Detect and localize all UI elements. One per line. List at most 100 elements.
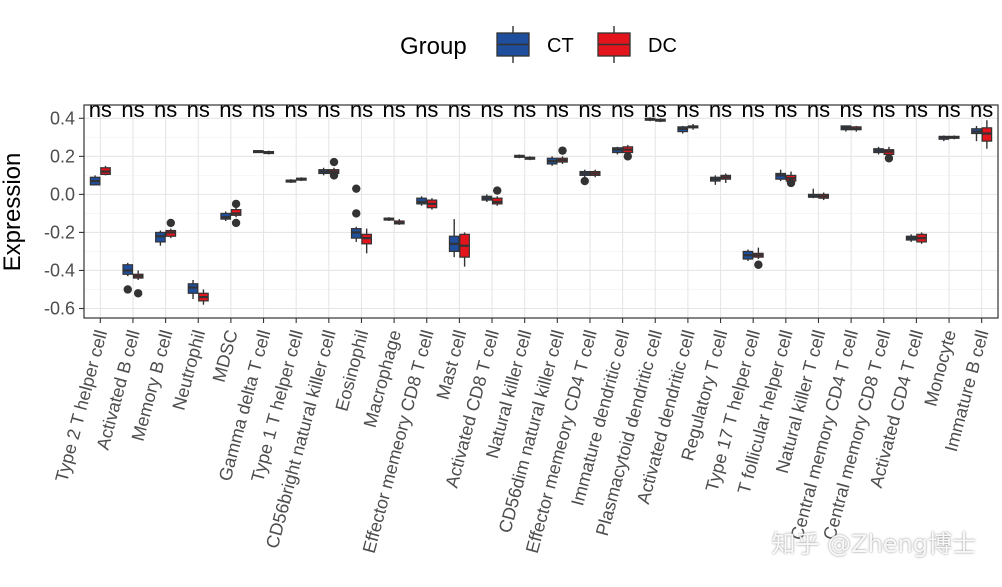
box-dc-22 [818,192,830,201]
grid [84,105,998,318]
outlier-point [884,154,894,163]
outlier-point [166,218,176,228]
outlier-point [352,184,361,193]
box-dc-18 [687,124,699,130]
box-ct-18 [677,125,689,134]
outlier-point [580,176,589,186]
y-tick-label: 0.2 [50,146,75,166]
box-ct-24 [873,146,884,155]
box-dc-13 [524,156,536,161]
significance-label: ns [644,97,667,122]
x-tick-label: Effector memeory CD8 T cell [359,328,438,555]
box-ct-6 [285,179,297,183]
legend-label: CT [547,35,574,57]
box-ct-22 [807,188,819,199]
outlier-point [558,146,567,155]
outlier-point [231,199,241,209]
significance-label: ns [872,97,895,122]
x-tick-label: Mast cell [433,328,471,402]
box-ct-17 [644,117,656,122]
significance-label: ns [350,97,373,122]
box-ct-7 [318,167,329,176]
box-ct-0 [89,175,101,186]
significance-label: ns [187,97,210,122]
box-dc-24 [883,146,895,163]
significance-label: ns [578,97,601,122]
box-dc-12 [491,186,503,206]
significance-label: ns [937,97,960,122]
box-dc-23 [850,125,862,132]
box-ct-3 [187,279,199,299]
significance-label: ns [513,97,536,122]
box-dc-1 [132,270,144,298]
box-ct-19 [709,175,721,185]
box-dc-11 [459,232,470,267]
legend-entry-ct: CT [496,26,574,63]
box-dc-16 [622,144,634,161]
legend-title: Group [400,33,467,60]
y-axis-title: Expression [0,153,26,272]
significance-label: ns [448,97,471,122]
panel-border [83,104,999,319]
significance-label: ns [546,97,569,122]
box-dc-20 [753,247,764,269]
x-tick-label: Type 2 T helper cell [51,328,111,484]
box-dc-9 [393,219,405,225]
significance-label: ns [676,97,699,122]
significance-label: ns [317,97,340,122]
significance-label: ns [415,97,438,122]
box-ct-2 [155,230,166,246]
box-dc-21 [785,171,797,188]
box-ct-8 [350,184,362,242]
box-ct-10 [416,196,427,206]
outlier-point [623,152,633,161]
box-dc-14 [557,146,568,164]
significance-label: ns [807,97,830,122]
significance-label: ns [970,97,993,122]
y-tick-label: 0.4 [50,108,75,128]
box-dc-10 [426,198,438,210]
box-dc-25 [916,232,927,244]
y-tick-label: -0.2 [44,222,75,242]
outlier-point [133,289,143,298]
legend-entry-dc: DC [597,26,677,63]
box-dc-15 [589,169,601,178]
box-ct-26 [938,135,950,142]
outlier-point [352,209,361,218]
outlier-point [123,285,132,294]
significance-label: ns [480,97,503,122]
significance-label: ns [774,97,797,122]
significance-label: ns [219,97,242,122]
box-ct-25 [905,234,917,242]
significance-labels: ns ns ns ns ns ns ns ns ns ns ns ns ns ns ns ns ns ns ns ns… [89,97,994,122]
box-ct-9 [383,217,395,222]
panel-background [84,105,998,318]
box-ct-5 [252,150,264,154]
box-ct-20 [742,249,754,261]
significance-label: ns [89,97,112,122]
x-tick-label: Neutrophil [169,328,210,412]
significance-label: ns [252,97,275,122]
significance-label: ns [121,97,144,122]
x-tick-label: MDSC [209,328,242,384]
box-ct-11 [448,219,460,258]
watermark: 知乎 @Zheng博士 [771,530,977,558]
significance-label: ns [382,97,405,122]
y-tick-label: 0.0 [50,184,75,204]
box-dc-2 [165,218,177,239]
boxes [89,117,993,305]
box-dc-0 [100,165,111,176]
significance-label: ns [839,97,862,122]
box-ct-13 [514,154,525,159]
box-dc-6 [296,177,307,182]
box-ct-21 [775,169,786,182]
box-ct-27 [971,125,982,142]
box-dc-4 [230,199,242,228]
outlier-point [786,178,796,188]
significance-label: ns [285,97,308,122]
box-dc-27 [981,120,993,149]
box-dc-8 [361,228,373,254]
y-tick-label: -0.6 [44,298,75,318]
y-tick-label: -0.4 [44,260,75,280]
